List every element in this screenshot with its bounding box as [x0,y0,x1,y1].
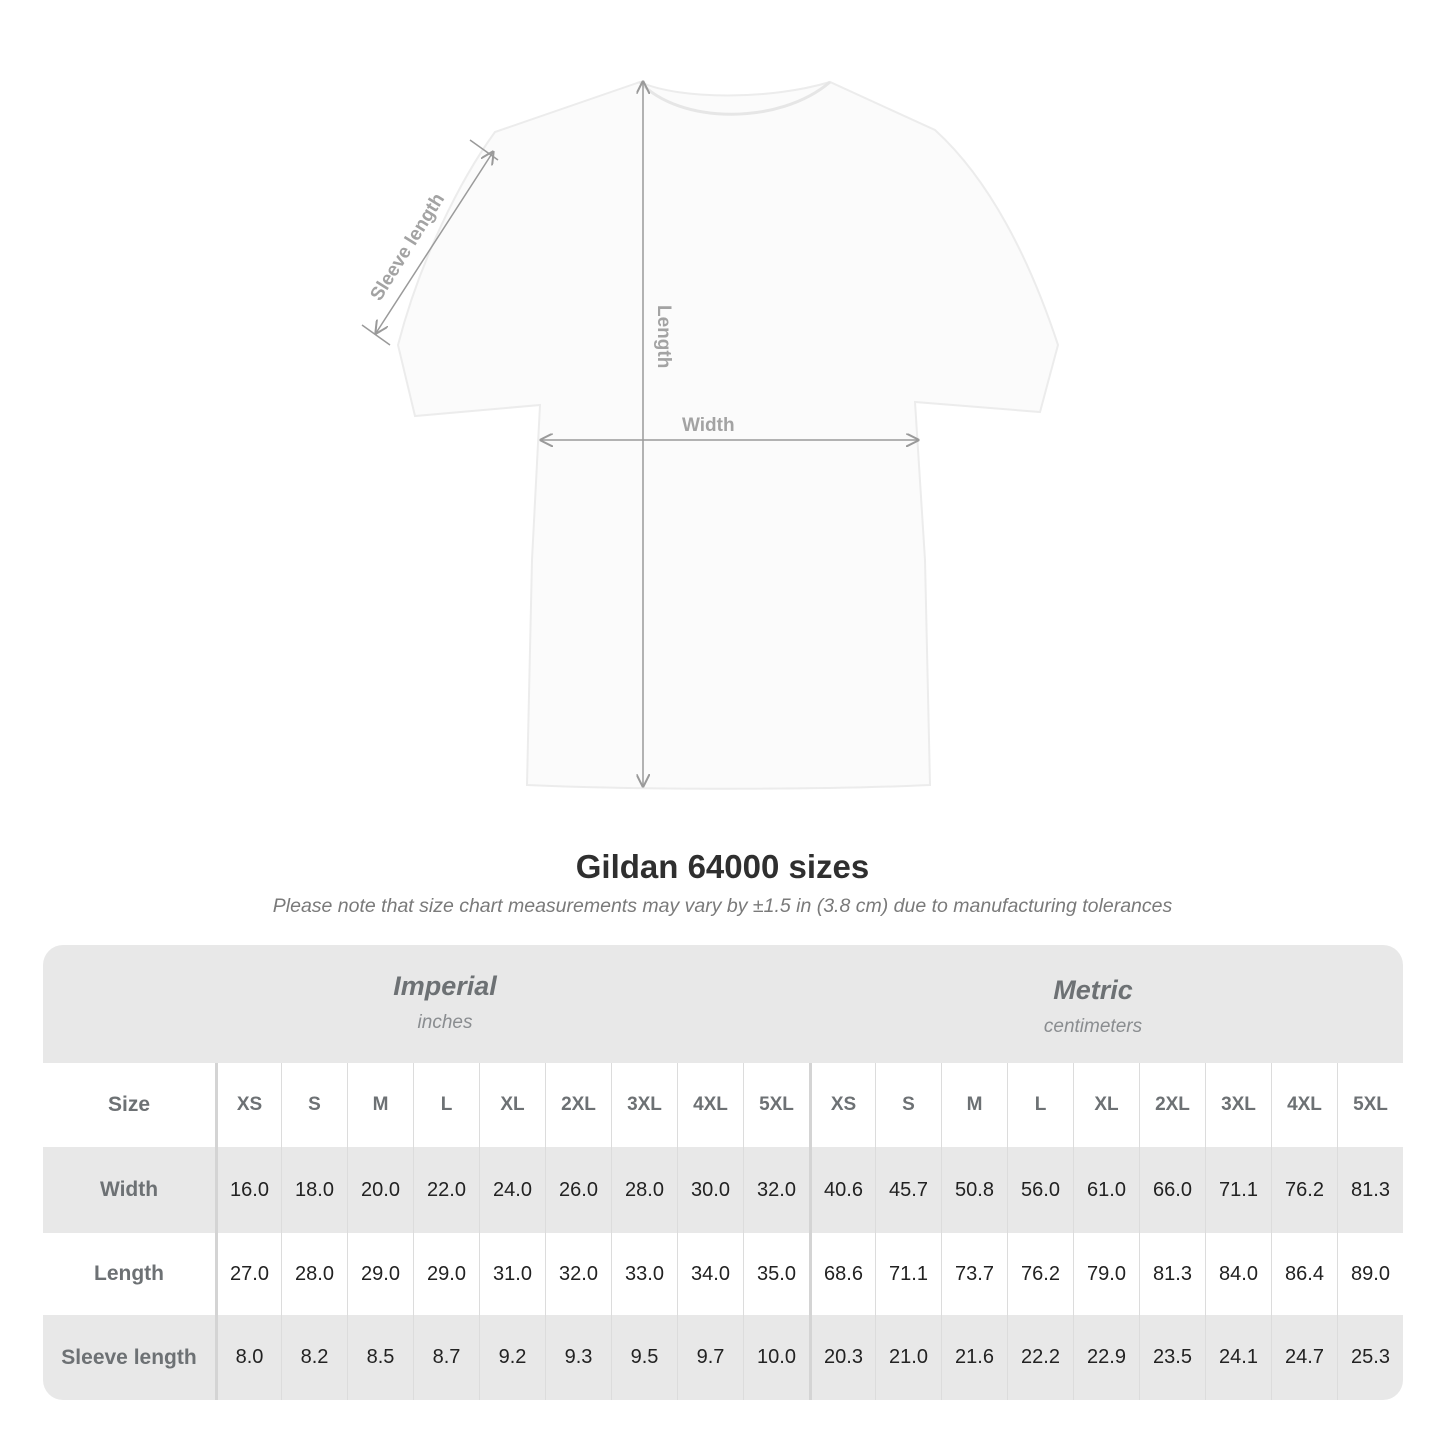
metric-value: 61.0 [1073,1147,1139,1233]
size-header: 5XL [743,1063,809,1147]
metric-value: 84.0 [1205,1233,1271,1315]
row-label: Width [99,1178,159,1201]
sleeve-length-row: Sleeve length 8.0 8.2 8.5 8.7 9.2 9.3 9.5 9.7 10.… [43,1315,1403,1400]
width-row: Width 16.0 18.0 20.0 22.0 24.0 26.0 28.0 30.0 32.… [43,1147,1403,1233]
imperial-value: 20.0 [347,1147,413,1233]
size-header: S [875,1063,941,1147]
size-header: XS [215,1063,281,1147]
imperial-value: 9.7 [677,1315,743,1400]
size-header: XL [1073,1063,1139,1147]
imperial-value: 8.2 [281,1315,347,1400]
size-header: XL [479,1063,545,1147]
metric-title: Metric [1053,975,1133,1005]
metric-value: 79.0 [1073,1233,1139,1315]
metric-value: 20.3 [809,1315,875,1400]
imperial-value: 8.7 [413,1315,479,1400]
imperial-value: 30.0 [677,1147,743,1233]
imperial-value: 31.0 [479,1233,545,1315]
length-row: Length 27.0 28.0 29.0 29.0 31.0 32.0 33.0 34.0 35… [43,1233,1403,1315]
metric-value: 21.0 [875,1315,941,1400]
metric-value: 25.3 [1337,1315,1403,1400]
imperial-value: 9.5 [611,1315,677,1400]
metric-value: 71.1 [1205,1147,1271,1233]
imperial-value: 32.0 [545,1233,611,1315]
row-label: Length [94,1262,164,1285]
imperial-header: Imperial inches [215,971,675,1034]
collar [638,80,831,116]
size-header: XS [809,1063,875,1147]
metric-header: Metric centimeters [863,975,1323,1038]
size-table: Imperial inches Metric centimeters Size X… [43,945,1403,1400]
row-label: Size [107,1093,151,1116]
size-header: M [941,1063,1007,1147]
imperial-value: 29.0 [413,1233,479,1315]
sleeve-measure-line [376,152,493,333]
metric-value: 56.0 [1007,1147,1073,1233]
imperial-value: 35.0 [743,1233,809,1315]
metric-value: 76.2 [1271,1147,1337,1233]
size-header: 3XL [611,1063,677,1147]
metric-value: 68.6 [809,1233,875,1315]
sleeve-tick [469,139,499,161]
imperial-value: 32.0 [743,1147,809,1233]
metric-value: 73.7 [941,1233,1007,1315]
metric-value: 22.2 [1007,1315,1073,1400]
imperial-value: 26.0 [545,1147,611,1233]
metric-value: 86.4 [1271,1233,1337,1315]
size-header: M [347,1063,413,1147]
metric-value: 24.7 [1271,1315,1337,1400]
imperial-value: 18.0 [281,1147,347,1233]
imperial-unit: inches [417,1012,473,1033]
metric-value: 81.3 [1139,1233,1205,1315]
size-header: S [281,1063,347,1147]
imperial-value: 10.0 [743,1315,809,1400]
unit-header: Imperial inches Metric centimeters [43,945,1403,1063]
imperial-value: 24.0 [479,1147,545,1233]
imperial-value: 33.0 [611,1233,677,1315]
size-header: 3XL [1205,1063,1271,1147]
tshirt-diagram: Length Width Sleeve length [361,0,1060,790]
length-label: Length [653,305,674,368]
metric-value: 81.3 [1337,1147,1403,1233]
imperial-value: 9.3 [545,1315,611,1400]
imperial-value: 8.0 [215,1315,281,1400]
imperial-value: 28.0 [611,1147,677,1233]
size-header: 2XL [1139,1063,1205,1147]
metric-value: 22.9 [1073,1315,1139,1400]
imperial-value: 8.5 [347,1315,413,1400]
imperial-value: 9.2 [479,1315,545,1400]
imperial-value: 29.0 [347,1233,413,1315]
metric-value: 89.0 [1337,1233,1403,1315]
tolerance-note: Please note that size chart measurements… [272,895,1173,917]
size-header: L [1007,1063,1073,1147]
metric-unit: centimeters [1043,1016,1143,1037]
size-header: 5XL [1337,1063,1403,1147]
imperial-value: 16.0 [215,1147,281,1233]
metric-value: 50.8 [941,1147,1007,1233]
size-header: 2XL [545,1063,611,1147]
imperial-value: 28.0 [281,1233,347,1315]
metric-value: 24.1 [1205,1315,1271,1400]
metric-value: 40.6 [809,1147,875,1233]
metric-value: 21.6 [941,1315,1007,1400]
page-title: Gildan 64000 sizes [575,848,870,885]
metric-value: 76.2 [1007,1233,1073,1315]
size-header: 4XL [1271,1063,1337,1147]
size-header: 4XL [677,1063,743,1147]
imperial-value: 22.0 [413,1147,479,1233]
size-header: L [413,1063,479,1147]
row-label: Sleeve length [61,1345,197,1369]
size-row: Size XS S M L XL 2XL 3XL 4XL 5XL XS S M L XL 2XL 3XL 4XL 5… [43,1063,1403,1147]
metric-value: 71.1 [875,1233,941,1315]
width-label: Width [682,415,735,436]
metric-value: 45.7 [875,1147,941,1233]
imperial-title: Imperial [393,971,497,1001]
imperial-value: 34.0 [677,1233,743,1315]
imperial-value: 27.0 [215,1233,281,1315]
metric-value: 23.5 [1139,1315,1205,1400]
metric-value: 66.0 [1139,1147,1205,1233]
sleeve-tick [361,324,391,346]
